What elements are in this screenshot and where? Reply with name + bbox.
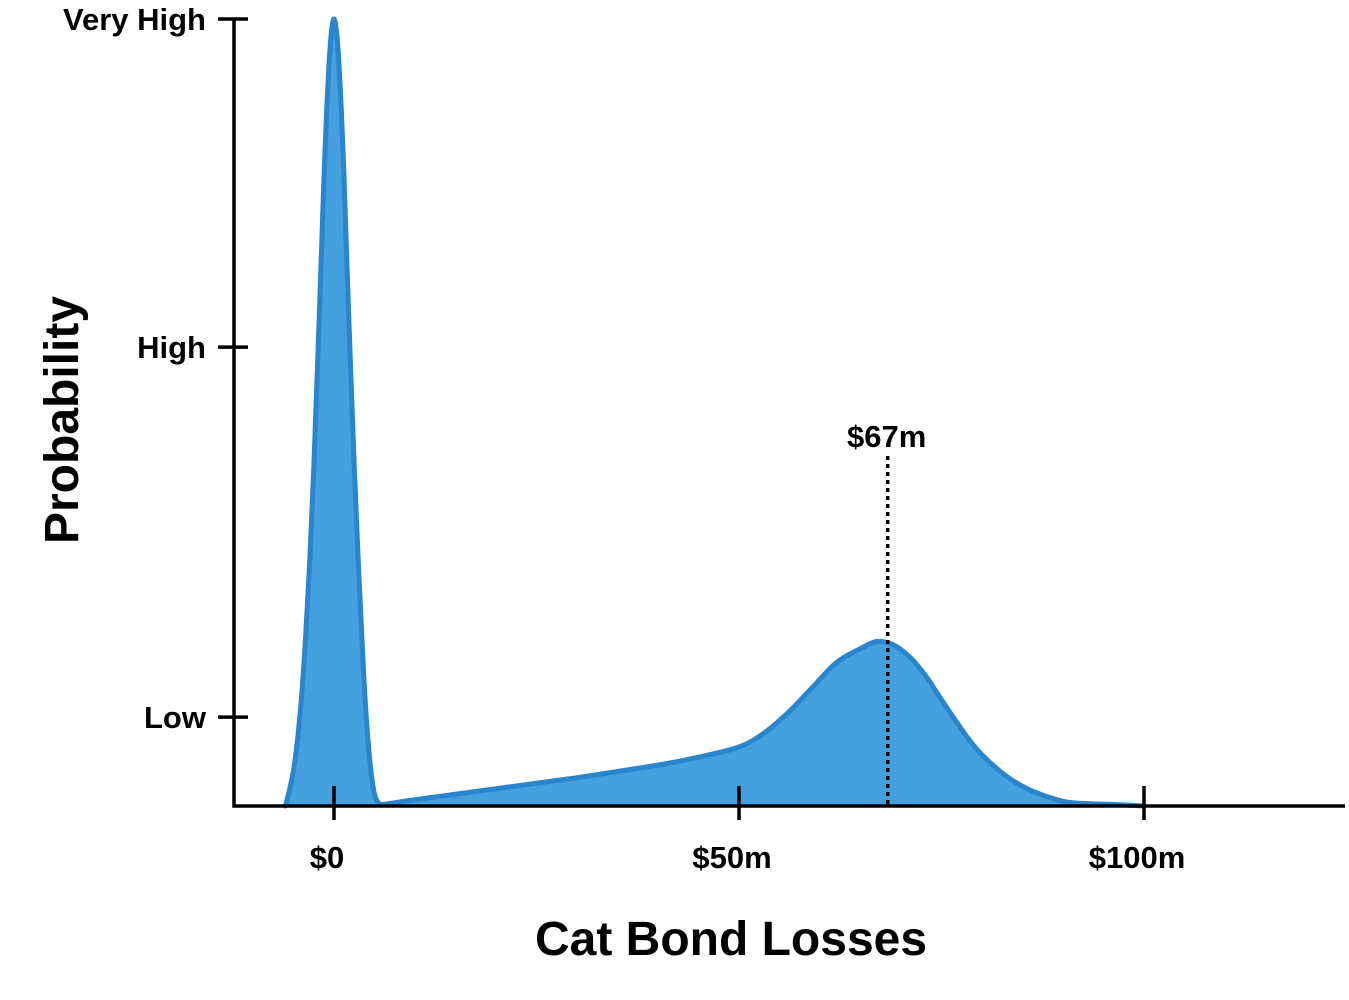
labels: Low High Very High $0 $50m $100m Cat Bond Loss…: [36, 2, 1185, 966]
annotation-layer: $67m: [847, 419, 926, 806]
density-fill: [285, 19, 1144, 806]
x-tick-label: $100m: [1089, 840, 1186, 875]
y-tick-label: High: [137, 330, 206, 365]
y-tick-label: Low: [144, 700, 207, 735]
axes: [218, 17, 1345, 820]
annotation-label: $67m: [847, 419, 926, 454]
y-axis-title: Probability: [36, 296, 89, 544]
density-line: [282, 16, 1147, 809]
x-axis-title: Cat Bond Losses: [535, 913, 927, 966]
y-tick-label: Very High: [63, 2, 206, 37]
density-area: [282, 16, 1147, 809]
x-tick-label: $50m: [692, 840, 771, 875]
x-tick-label: $0: [310, 840, 344, 875]
